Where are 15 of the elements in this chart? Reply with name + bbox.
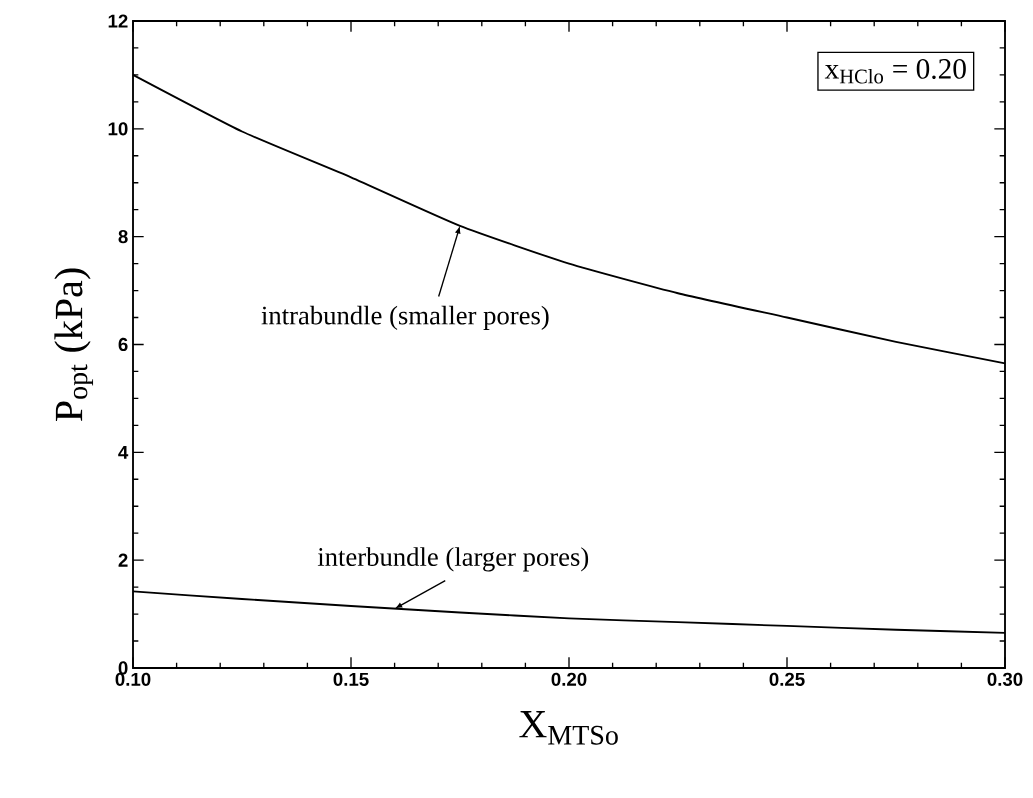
annotation: x$_{HClo}$ = 0.20 [824,58,966,84]
x-tick-label: 0.15 [333,672,369,686]
y-tick-label: 10 [108,122,128,136]
annotation: intrabundle (smaller pores) [261,305,549,330]
y-tick-label: 8 [118,230,128,244]
y-tick-label: 2 [118,553,128,567]
x-tick-label: 0.30 [987,672,1023,686]
annotation: interbundle (larger pores) [317,547,589,572]
y-axis-title: P$_{opt}$ (kPa) [54,268,94,421]
x-tick-label: 0.25 [769,672,805,686]
y-tick-label: 6 [118,337,128,352]
x-axis-title: X$_{MTSo}$ [519,711,618,745]
x-tick-label: 0.20 [551,672,587,686]
y-tick-label: 4 [118,445,129,459]
y-tick-label: 12 [108,14,128,28]
